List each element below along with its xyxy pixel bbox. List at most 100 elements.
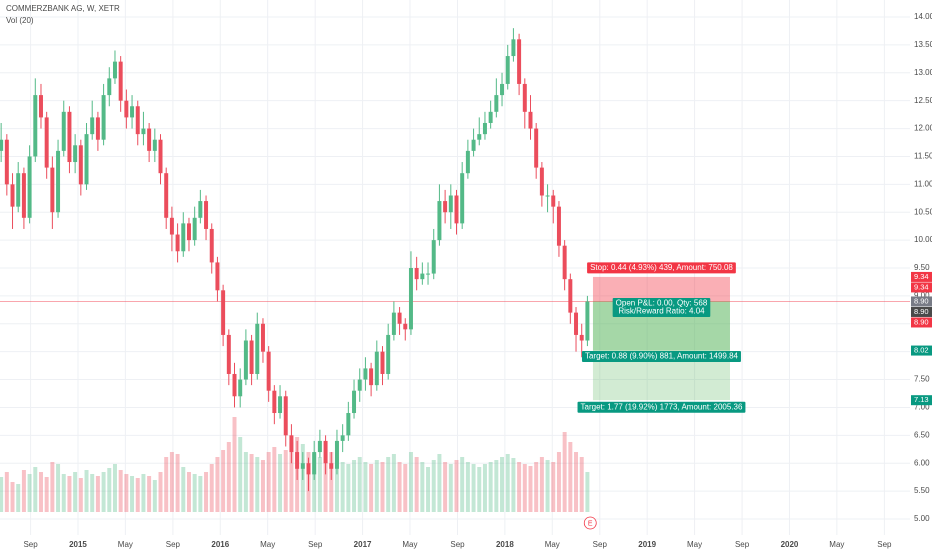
volume-bar: [38, 472, 43, 512]
volume-bar: [192, 474, 197, 512]
candle-body: [204, 201, 209, 229]
volume-bar: [243, 452, 248, 512]
volume-bar: [10, 482, 15, 512]
volume-bar: [585, 472, 590, 512]
volume-bar: [50, 462, 55, 512]
volume-bar: [124, 474, 129, 512]
x-tick-label: Sep: [877, 540, 892, 549]
candle-body: [33, 95, 38, 157]
volume-bar: [147, 476, 152, 512]
y-tick-label: 7.00: [914, 403, 930, 412]
candle-body: [494, 95, 499, 112]
candle-body: [289, 435, 294, 453]
position-text: Target: 0.88 (9.90%) 881, Amount: 1499.8…: [585, 352, 739, 361]
y-tick-label: 5.50: [914, 486, 930, 495]
x-tick-label: 2019: [638, 540, 656, 549]
y-tick-label: 10.00: [914, 235, 932, 244]
volume-bar: [397, 462, 402, 512]
candle-body: [118, 61, 123, 101]
x-tick-label: May: [118, 540, 133, 549]
volume-bar: [517, 462, 522, 512]
candle-body: [568, 279, 573, 313]
earnings-label: E: [588, 520, 593, 527]
volume-bar: [329, 452, 334, 512]
candle-body: [465, 150, 470, 174]
candle-body: [130, 106, 135, 118]
x-tick-label: 2015: [69, 540, 87, 549]
candle-body: [21, 173, 26, 218]
candle-body: [505, 56, 510, 84]
candle-body: [397, 312, 402, 324]
y-tick-label: 14.00: [914, 12, 932, 21]
volume-bar: [363, 462, 368, 512]
candle-body: [511, 39, 516, 57]
candle-body: [175, 234, 180, 252]
volume-bar: [562, 432, 567, 512]
y-tick-label: 6.00: [914, 458, 930, 467]
label-background: [577, 401, 746, 413]
candle-body: [278, 396, 283, 414]
stop-zone: [592, 276, 730, 302]
volume-bar: [44, 477, 49, 512]
candle-body: [391, 312, 396, 335]
candle-body: [534, 128, 539, 168]
candle-body: [95, 117, 100, 140]
volume-bar: [278, 454, 283, 512]
volume-bar: [181, 467, 186, 512]
candle-body: [238, 379, 243, 397]
volume-bar: [169, 452, 174, 512]
volume-bar: [33, 467, 38, 512]
candle-body: [0, 139, 4, 151]
candle-body: [408, 268, 413, 330]
candle-body: [112, 61, 117, 79]
candle-body: [420, 273, 425, 280]
volume-bar: [340, 462, 345, 512]
candle-body: [300, 463, 305, 469]
candle-body: [135, 106, 140, 135]
position-text: Target: 1.77 (19.92%) 1773, Amount: 2005…: [581, 402, 743, 411]
candle-body: [562, 245, 567, 280]
candle-body: [443, 201, 448, 213]
volume-bar: [528, 466, 533, 512]
volume-bar: [73, 472, 78, 512]
volume-bar: [352, 460, 357, 512]
candle-body: [226, 334, 231, 374]
volume-bar: [260, 460, 265, 512]
candle-body: [107, 78, 112, 96]
volume-label: Vol (20): [6, 16, 34, 25]
x-tick-label: Sep: [308, 540, 323, 549]
candle-body: [164, 173, 169, 218]
candle-body: [437, 201, 442, 241]
candle-body: [232, 373, 237, 397]
y-tick-label: 7.50: [914, 375, 930, 384]
volume-bar: [323, 450, 328, 512]
volume-bar: [579, 457, 584, 512]
volume-bar: [67, 476, 72, 512]
candle-body: [73, 145, 78, 163]
axes: 5.005.506.006.507.007.508.008.509.009.50…: [23, 12, 932, 549]
candle-body: [522, 83, 527, 112]
price-label: 8.90: [914, 307, 929, 316]
volume-bar: [152, 480, 157, 512]
price-label: 9.34: [914, 272, 929, 281]
candle-body: [124, 100, 129, 118]
x-tick-label: May: [545, 540, 560, 549]
candle-body: [488, 111, 493, 123]
candle-body: [374, 351, 379, 386]
volume-bar: [0, 477, 4, 512]
volume-bar: [16, 484, 21, 512]
volume-bar: [522, 464, 527, 512]
volume-bar: [255, 457, 260, 512]
y-tick-label: 6.50: [914, 430, 930, 439]
volume-bar: [118, 470, 123, 512]
candle-body: [317, 440, 322, 453]
candle-body: [539, 167, 544, 196]
candle-body: [221, 290, 226, 335]
candle-body: [482, 122, 487, 135]
candle-body: [500, 83, 505, 96]
price-label-background: [911, 306, 932, 317]
candle-body: [346, 413, 351, 436]
x-tick-label: 2018: [496, 540, 514, 549]
volume-bar: [186, 472, 191, 512]
